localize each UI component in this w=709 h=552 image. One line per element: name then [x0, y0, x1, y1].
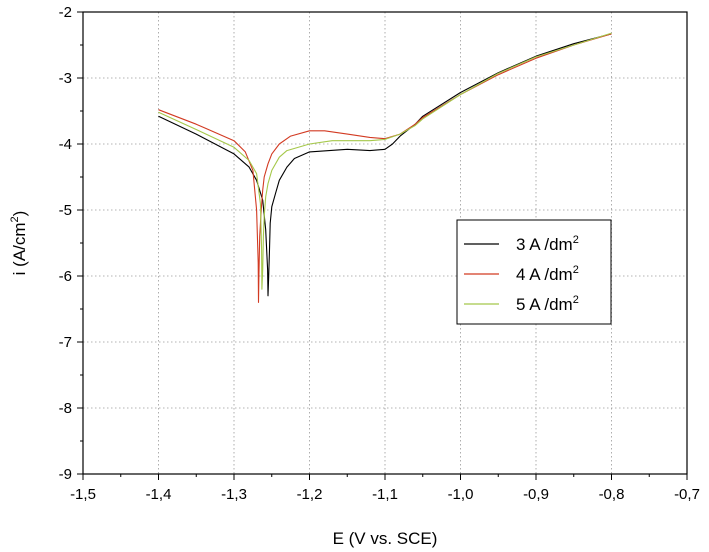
x-tick-label: -0,9 [523, 486, 549, 503]
x-tick-label: -1,3 [221, 486, 247, 503]
series-lines [158, 32, 612, 303]
y-tick-label: -5 [59, 202, 72, 219]
y-tick-label: -7 [59, 334, 72, 351]
y-tick-label: -4 [59, 136, 72, 153]
y-tick-label: -2 [59, 4, 72, 21]
y-axis-title-sup: 2 [9, 216, 21, 222]
y-tick-label: -9 [59, 466, 72, 483]
y-axis-title: i (A/cm2) [9, 211, 29, 276]
axis-ticks [77, 11, 688, 480]
legend-label: 4 A /dm2 [516, 264, 579, 284]
legend: 3 A /dm2 4 A /dm2 5 A /dm2 [456, 219, 612, 325]
legend-box [456, 219, 612, 325]
legend-label: 5 A /dm2 [516, 294, 579, 314]
y-tick-label: -3 [59, 70, 72, 87]
series-line [158, 32, 612, 290]
x-tick-label: -1,5 [70, 486, 96, 503]
x-tick-label: -1,2 [297, 486, 323, 503]
x-tick-labels: -1,5 -1,4 -1,3 -1,2 -1,1 -1,0 -0,9 -0,8 -0,7 [70, 486, 700, 503]
y-axis-title-main: i (A/cm [10, 222, 29, 275]
x-tick-label: -0,8 [599, 486, 625, 503]
series-line [158, 33, 612, 303]
x-tick-label: -0,7 [674, 486, 700, 503]
x-tick-label: -1,1 [372, 486, 398, 503]
x-tick-label: -1,4 [146, 486, 172, 503]
x-tick-label: -1,0 [448, 486, 474, 503]
y-tick-label: -6 [59, 268, 72, 285]
x-axis-title: E (V vs. SCE) [333, 529, 438, 548]
grid [83, 12, 687, 474]
y-tick-label: -8 [59, 400, 72, 417]
y-axis-title-end: ) [10, 211, 29, 217]
legend-label: 3 A /dm2 [516, 234, 579, 254]
y-tick-labels: -9 -8 -7 -6 -5 -4 -3 -2 [59, 4, 72, 483]
